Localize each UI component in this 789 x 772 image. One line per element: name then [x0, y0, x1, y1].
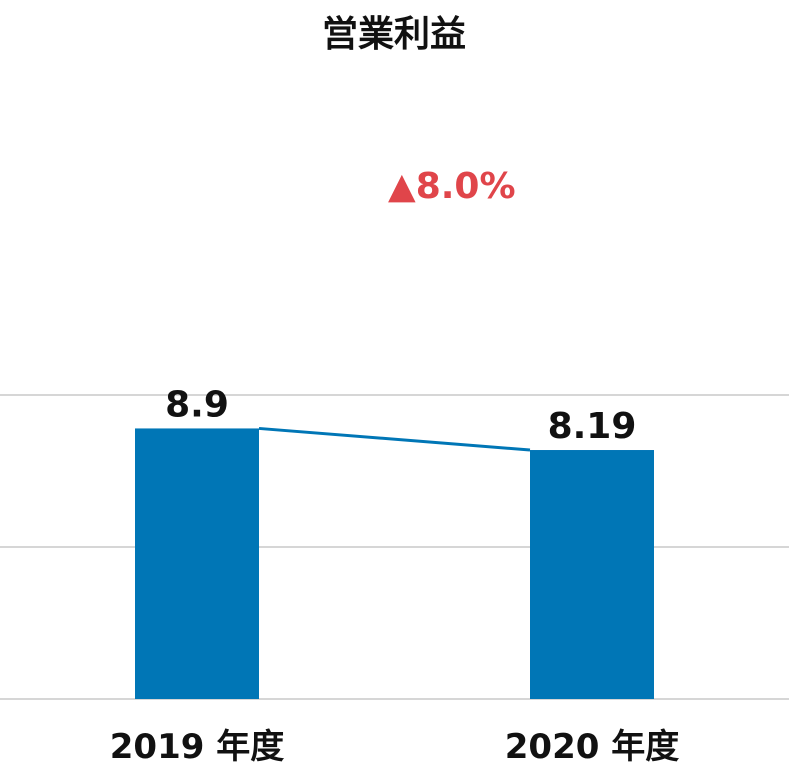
bars	[135, 428, 654, 699]
value-label-1: 8.19	[548, 406, 637, 447]
bar-0	[135, 428, 259, 699]
connector-layer	[258, 426, 531, 452]
category-labels: 2019 年度 2020 年度	[110, 727, 679, 767]
svg-text:▲8.0%: ▲8.0%	[388, 166, 516, 207]
value-labels: 8.9 8.19	[165, 384, 636, 447]
value-label-0: 8.9	[165, 384, 229, 425]
triangle-icon: ▲	[388, 166, 416, 207]
bar-1	[530, 450, 654, 699]
connector-line	[258, 426, 531, 452]
chart-title: 営業利益	[322, 14, 466, 55]
change-value: 8.0%	[416, 166, 516, 207]
change-annotation: ▲8.0%	[388, 166, 516, 207]
gridlines	[0, 394, 789, 700]
category-label-1: 2020 年度	[505, 727, 679, 767]
category-label-0: 2019 年度	[110, 727, 284, 767]
